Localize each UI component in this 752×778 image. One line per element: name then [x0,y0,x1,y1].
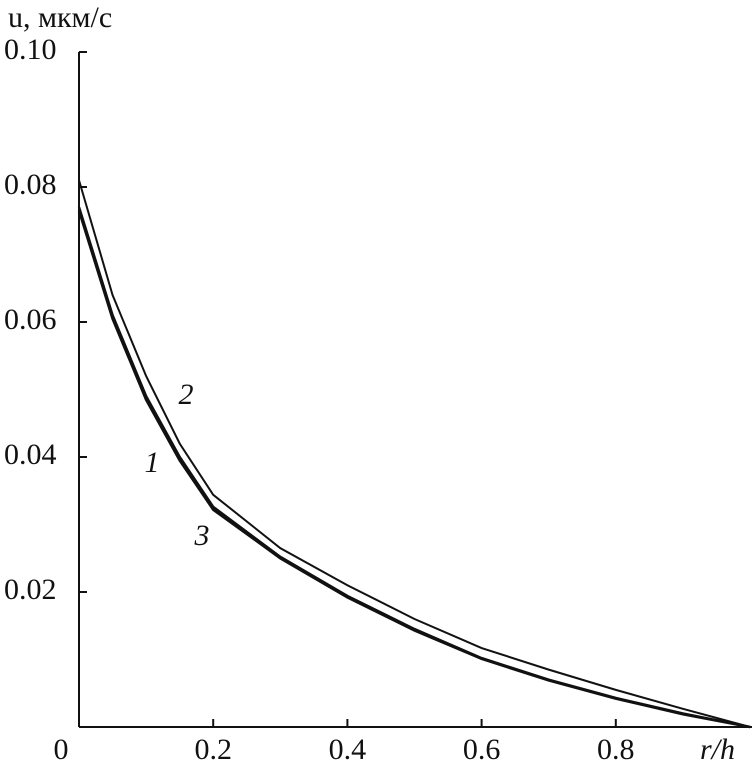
series-label: 3 [194,519,210,552]
y-tick-label: 0.08 [4,168,57,201]
x-tick-label: 0.6 [463,733,501,766]
line-series [78,179,751,728]
line-series [77,206,751,729]
line-series [77,210,751,729]
series-label: 2 [179,378,194,411]
y-axis-label: u, мкм/с [8,1,112,34]
y-tick-label: 0.02 [4,573,57,606]
y-tick-label: 0.10 [4,33,57,66]
x-tick-label: 0.2 [194,733,232,766]
series-label: 1 [145,446,160,479]
x-axis-label: r/h [700,733,735,766]
x-tick-label: 0.8 [597,733,635,766]
y-tick-label: 0.04 [4,438,57,471]
x-tick-label: 0 [54,733,69,766]
y-tick-label: 0.06 [4,303,57,336]
x-tick-label: 0.4 [329,733,367,766]
